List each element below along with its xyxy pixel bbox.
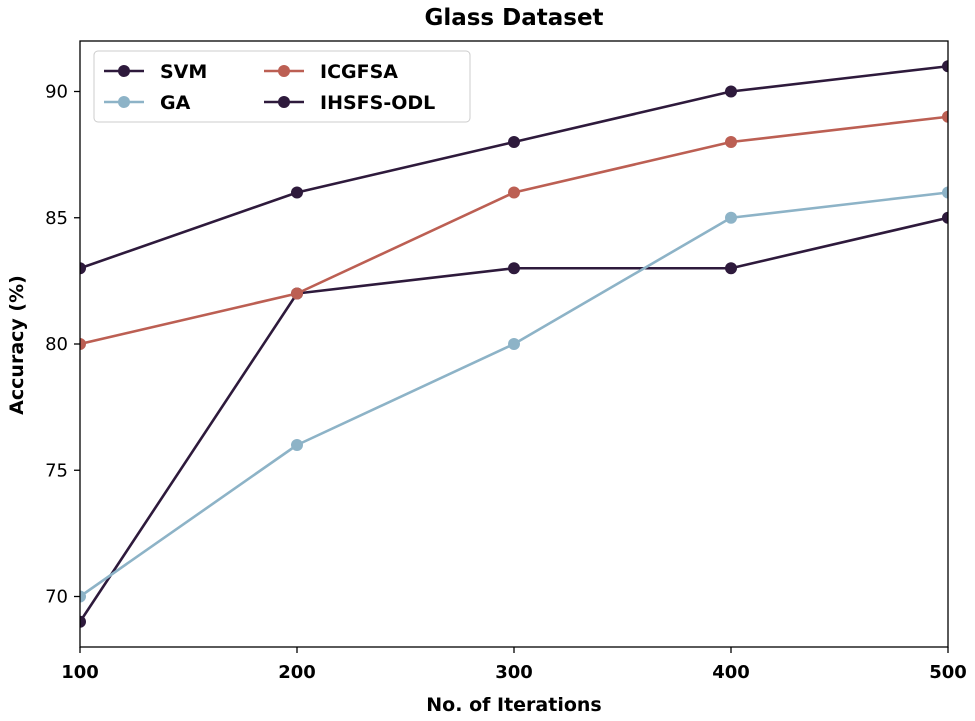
y-tick-label: 90	[45, 82, 68, 103]
chart-title: Glass Dataset	[424, 5, 603, 31]
axes-layer: 100 200 300 400 500 70 75 80 85 90	[45, 40, 967, 683]
series-line-ga	[80, 191, 948, 598]
x-tick-label: 100	[61, 662, 99, 683]
series-ga	[80, 186, 948, 603]
legend-item-icgfsa: ICGFSA	[264, 61, 398, 83]
series-icgfsa	[80, 110, 948, 350]
x-tick-label: 500	[929, 662, 967, 683]
data-point-ga-300	[508, 338, 520, 350]
data-point-ga-500	[942, 186, 948, 199]
data-point-icgfsa-100	[80, 338, 86, 350]
data-point-icgfsa-300	[508, 186, 520, 199]
legend-swatch-marker	[118, 96, 130, 108]
data-point-ihsfs-odl-100	[80, 262, 86, 275]
data-point-svm-400	[725, 262, 737, 275]
x-tick-label: 400	[712, 662, 750, 683]
legend-box	[93, 50, 471, 123]
legend: SVM GA ICGFSA IHSFS-ODL	[93, 50, 471, 123]
legend-swatch-marker	[278, 96, 290, 108]
legend-item-ga: GA	[104, 92, 191, 114]
data-point-svm-300	[508, 262, 520, 275]
legend-item-svm: SVM	[104, 61, 207, 83]
y-tick-label: 85	[45, 208, 68, 229]
legend-label: SVM	[160, 61, 207, 83]
y-axis-label: Accuracy (%)	[6, 275, 28, 415]
data-point-ga-100	[80, 590, 86, 603]
legend-label: IHSFS-ODL	[320, 92, 435, 114]
series-line-svm	[80, 216, 948, 623]
legend-label: ICGFSA	[320, 61, 398, 83]
y-tick-label: 80	[45, 334, 68, 355]
data-point-svm-500	[942, 211, 948, 224]
series-layer	[80, 60, 948, 628]
legend-label: GA	[160, 92, 191, 114]
data-point-ihsfs-odl-500	[942, 60, 948, 73]
series-svm	[80, 211, 948, 628]
data-point-ihsfs-odl-400	[725, 85, 737, 98]
data-point-icgfsa-200	[291, 287, 303, 300]
y-tick-label: 75	[45, 460, 68, 481]
x-tick-label: 300	[495, 662, 533, 683]
data-point-ihsfs-odl-200	[291, 186, 303, 199]
x-tick-label: 200	[278, 662, 316, 683]
data-point-icgfsa-400	[725, 136, 737, 148]
series-ihsfs-odl	[80, 60, 948, 275]
legend-swatch-marker	[118, 65, 130, 77]
data-point-ga-200	[291, 439, 303, 451]
y-tick-label: 70	[45, 587, 68, 608]
data-point-ga-400	[725, 211, 737, 224]
legend-swatch-marker	[278, 65, 290, 77]
legend-item-ihsfs-odl: IHSFS-ODL	[264, 92, 435, 114]
series-line-icgfsa	[80, 115, 948, 346]
data-point-icgfsa-500	[942, 110, 948, 123]
x-axis-label: No. of Iterations	[426, 694, 601, 716]
data-point-svm-100	[80, 615, 86, 628]
data-point-ihsfs-odl-300	[508, 136, 520, 148]
